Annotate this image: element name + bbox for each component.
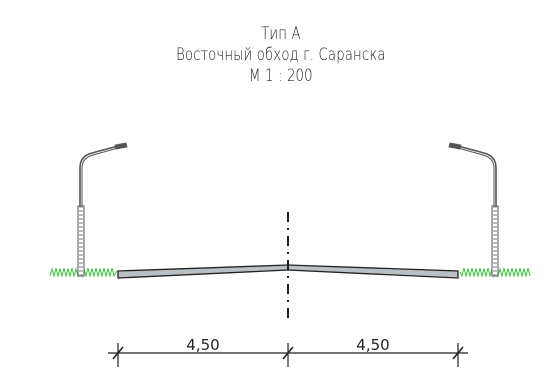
section-type-title: Тип А [261, 24, 301, 44]
dimension-label-left: 4,50 [186, 336, 219, 354]
project-name: Восточный обход г. Саранска [176, 45, 386, 65]
drawing-scale: М 1 : 200 [249, 66, 313, 86]
dimension-line [108, 343, 468, 367]
pavement-left [117, 264, 289, 279]
street-lamp-left-icon [77, 142, 128, 277]
dimension-label-right: 4,50 [356, 336, 389, 354]
pavement-right [287, 264, 459, 279]
street-lamp-right-icon [448, 142, 499, 277]
